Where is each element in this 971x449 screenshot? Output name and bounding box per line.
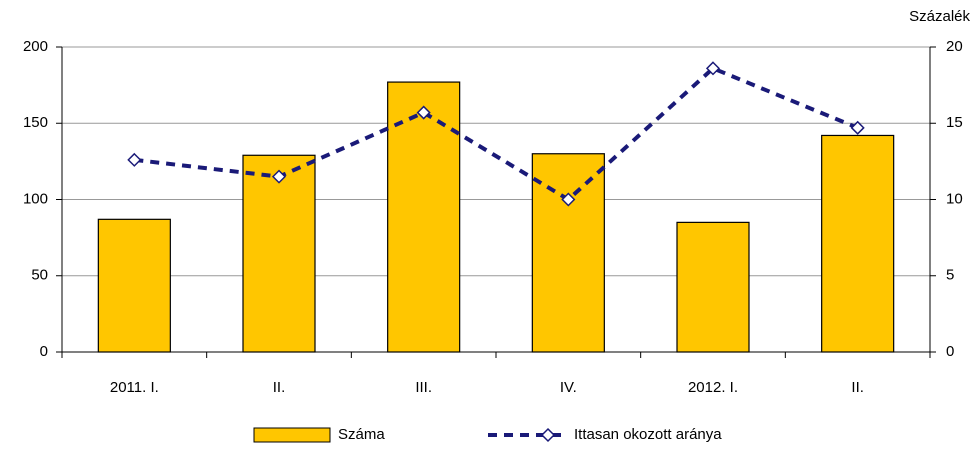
bar [676, 221, 750, 353]
y-tick-label: 200 [23, 38, 48, 55]
y2-tick-label: 15 [946, 114, 963, 131]
marker [705, 61, 721, 76]
y-tick-label: 100 [23, 190, 48, 207]
legend-swatch [253, 427, 331, 443]
bar [242, 154, 316, 353]
bar [821, 134, 895, 353]
marker [416, 105, 431, 120]
legend-marker [540, 427, 556, 443]
legend-label: Száma [338, 426, 385, 443]
y-tick-label: 0 [40, 343, 48, 360]
line [134, 66, 859, 202]
x-tick-label: II. [851, 379, 864, 396]
bar [531, 153, 605, 353]
marker [850, 120, 865, 135]
marker [561, 192, 576, 207]
y2-axis-label: Százalék [909, 8, 970, 25]
x-tick-label: III. [415, 379, 432, 396]
marker [127, 152, 142, 167]
y2-tick-label: 5 [946, 267, 954, 284]
legend-label: Ittasan okozott aránya [574, 426, 722, 443]
x-tick-label: IV. [560, 379, 577, 396]
x-tick-label: 2012. I. [688, 379, 738, 396]
y-tick-label: 50 [31, 267, 48, 284]
x-tick-label: 2011. I. [110, 379, 159, 396]
y2-tick-label: 20 [946, 38, 963, 55]
y2-tick-label: 0 [946, 343, 954, 360]
x-tick-label: II. [273, 379, 286, 396]
bar [97, 218, 171, 353]
bar [387, 81, 461, 353]
y2-tick-label: 10 [946, 190, 963, 207]
y-tick-label: 150 [23, 114, 48, 131]
marker [271, 169, 287, 184]
